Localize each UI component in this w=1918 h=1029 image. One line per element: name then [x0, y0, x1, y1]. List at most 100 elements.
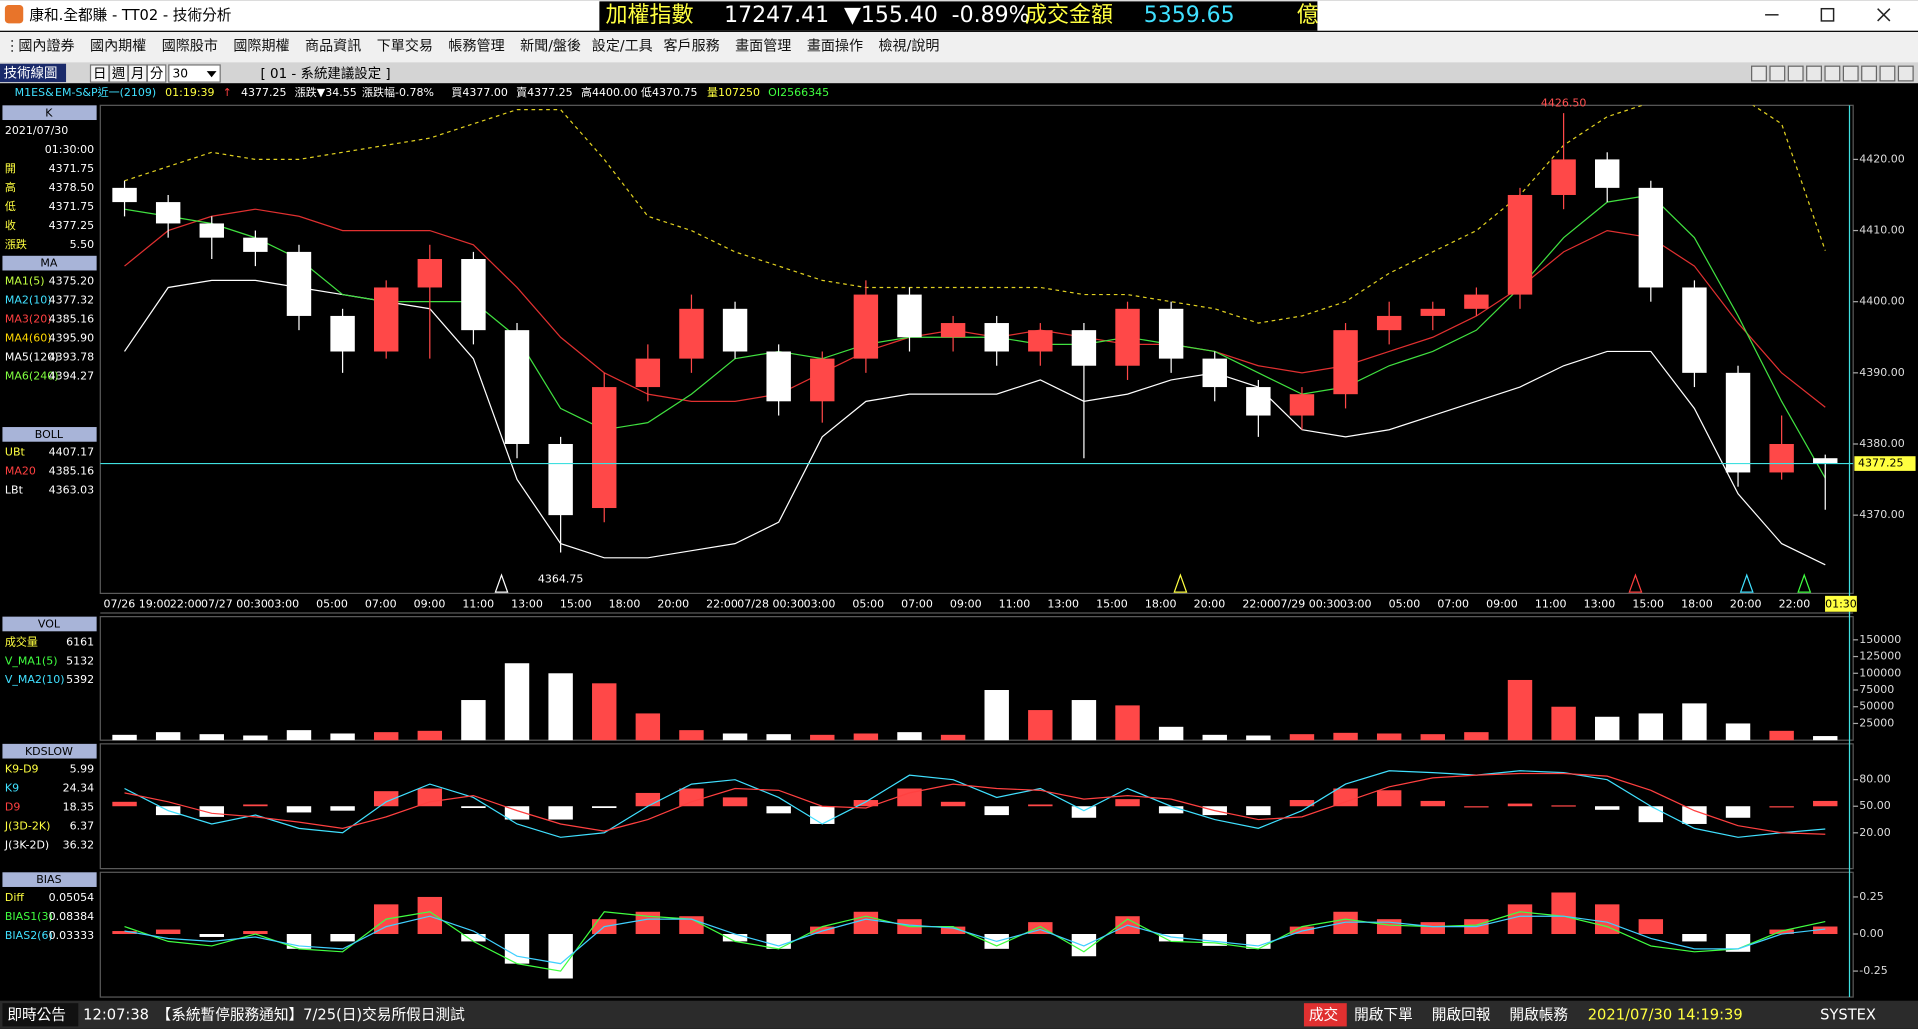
- volume-bar: [853, 733, 879, 741]
- turnover-unit: 億: [1297, 3, 1319, 28]
- kd-bar: [1158, 806, 1184, 814]
- time-label: 18:00: [609, 597, 641, 610]
- candle-body: [1028, 330, 1053, 352]
- menu-item[interactable]: 國內證券: [18, 38, 74, 55]
- status-button[interactable]: 開啟帳務: [1509, 1006, 1568, 1023]
- volume-bar: [504, 663, 530, 741]
- candle-body: [548, 443, 573, 516]
- row-value: 5132: [66, 654, 94, 667]
- restore[interactable]: [1820, 7, 1835, 22]
- row-label: 漲跌: [5, 237, 27, 251]
- menu-item[interactable]: 客戶服務: [663, 38, 719, 55]
- row-value: 4363.03: [49, 484, 95, 497]
- row-label: K9: [5, 781, 19, 794]
- toolbar-icons[interactable]: [1751, 65, 1914, 82]
- volume-bar: [1376, 733, 1402, 741]
- y-tick-label: 50000: [1859, 700, 1894, 713]
- menu-item[interactable]: 檢視/說明: [879, 38, 940, 55]
- quote-low: 低4370.75: [641, 85, 697, 99]
- bias-bar: [1638, 919, 1664, 935]
- row-label: Diff: [5, 891, 25, 904]
- bias-bar: [940, 926, 966, 935]
- menu-item[interactable]: 商品資訊: [305, 39, 361, 55]
- row-value: 6161: [66, 635, 94, 648]
- time-label: 13:00: [1584, 597, 1616, 610]
- row-label: K9-D9: [5, 763, 39, 776]
- volume-bar: [1769, 730, 1794, 741]
- volume-bar: [461, 700, 486, 741]
- volume-bar: [1551, 706, 1576, 741]
- menu-item[interactable]: 畫面管理: [735, 38, 791, 55]
- menu-item[interactable]: 新聞/盤後: [520, 39, 581, 55]
- close[interactable]: [1877, 8, 1891, 22]
- kd-bar: [635, 792, 661, 807]
- period-button[interactable]: [146, 64, 167, 83]
- volume-bar: [1464, 732, 1489, 741]
- period-label[interactable]: 日: [93, 67, 106, 82]
- volume-bar: [635, 713, 661, 741]
- section-header: [2, 616, 97, 632]
- quote-volume: 量107250: [707, 86, 760, 99]
- row-value: 4394.27: [49, 369, 95, 382]
- candle-body: [199, 223, 224, 238]
- time-label: 20:00: [1730, 597, 1762, 610]
- bias-bar: [1507, 904, 1533, 935]
- candle-body: [1289, 394, 1315, 416]
- row-value: 36.32: [63, 838, 95, 851]
- time-label: 11:00: [999, 597, 1031, 610]
- status-button[interactable]: 開啟下單: [1354, 1006, 1413, 1023]
- y-tick-label: 4370.00: [1859, 508, 1905, 521]
- bias-bar: [766, 934, 791, 949]
- time-label: 03:00: [804, 597, 836, 610]
- bias-bar: [1028, 922, 1053, 935]
- row-label: LBt: [5, 484, 24, 497]
- window-controls[interactable]: [1765, 7, 1891, 22]
- bias-line: [124, 915, 1826, 965]
- row-value: 5.99: [70, 763, 95, 776]
- time-label: 18:00: [1145, 597, 1177, 610]
- menu-item[interactable]: 設定/工具: [592, 39, 653, 55]
- row-label: MA5(120): [5, 350, 59, 363]
- kd-bar: [766, 806, 791, 814]
- bias-bar: [1071, 934, 1097, 957]
- ticker-name: 加權指數: [605, 3, 693, 28]
- menu-item[interactable]: 帳務管理: [448, 38, 504, 55]
- time-label: 05:00: [852, 597, 884, 610]
- menu-item[interactable]: 國內期權: [90, 39, 146, 55]
- volume-bar: [1333, 732, 1358, 741]
- time-label: 13:00: [511, 597, 543, 610]
- y-tick-label: 4400.00: [1859, 295, 1905, 308]
- kd-bar: [1595, 806, 1620, 810]
- row-value: 4393.78: [49, 350, 95, 363]
- candle-body: [679, 308, 704, 359]
- period-label[interactable]: 週: [112, 66, 126, 82]
- trade-label[interactable]: 成交: [1309, 1005, 1339, 1023]
- menu-item[interactable]: 下單交易: [377, 38, 433, 55]
- quote-arrow: ↑: [223, 86, 232, 99]
- period-label[interactable]: 月: [131, 67, 144, 82]
- notice-text: 【系統暫停服務通知】7/25(日)交易所假日測試: [157, 1005, 466, 1023]
- volume-bar: [112, 734, 137, 741]
- row-value: 0.08384: [49, 910, 95, 923]
- kd-bar: [1376, 790, 1402, 807]
- row-label: UBt: [5, 446, 26, 459]
- time-label: 22:00: [706, 597, 738, 610]
- period-label[interactable]: 分: [150, 66, 164, 82]
- menu-item[interactable]: 國際股市: [162, 38, 218, 55]
- menu-item[interactable]: 畫面操作: [807, 39, 863, 55]
- overlay-line: [124, 208, 1826, 408]
- row-value: 4377.25: [49, 219, 95, 232]
- quote-price: 4377.25: [241, 86, 287, 99]
- bias-bar: [1202, 934, 1227, 946]
- candle-body: [330, 315, 355, 352]
- candle-body: [592, 387, 617, 509]
- time-label: 20:00: [1194, 597, 1226, 610]
- status-button[interactable]: 開啟回報: [1432, 1006, 1491, 1023]
- bias-bar: [1551, 892, 1576, 935]
- row-label: BIAS2(6): [5, 929, 53, 942]
- interval-select[interactable]: [168, 64, 221, 83]
- menu-item[interactable]: 國際期權: [233, 39, 289, 55]
- y-tick-label: 100000: [1859, 666, 1901, 679]
- bias-bar: [243, 931, 268, 935]
